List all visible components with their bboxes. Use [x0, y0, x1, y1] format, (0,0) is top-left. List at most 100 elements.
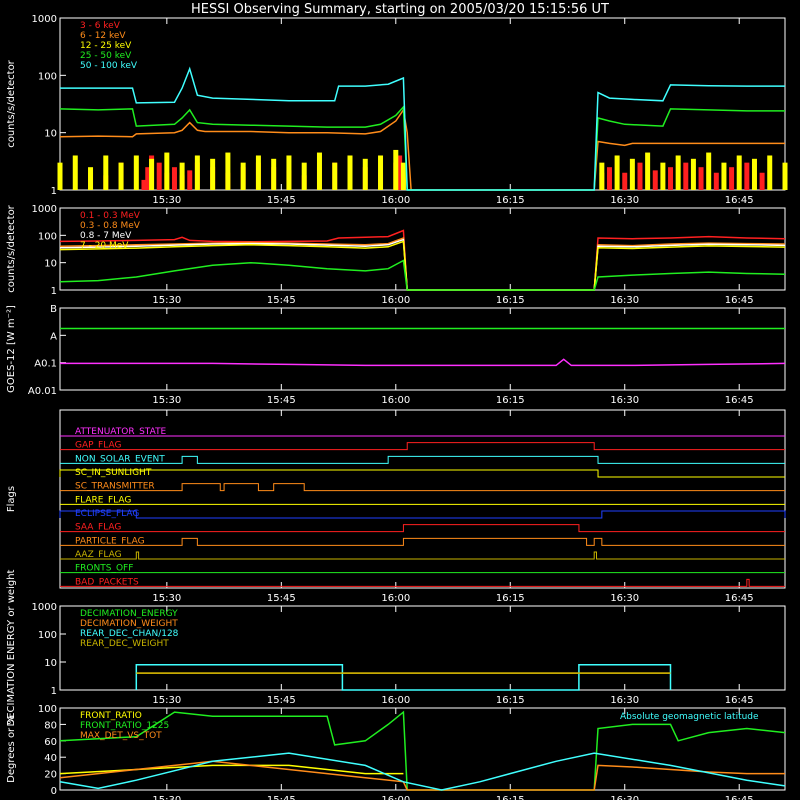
x-tick-label: 15:30: [152, 195, 181, 206]
x-tick-label: 15:45: [267, 695, 296, 706]
x-tick-label: 16:00: [381, 195, 410, 206]
x-tick-label: 16:00: [381, 395, 410, 406]
x-tick-label: 16:15: [496, 795, 525, 800]
series-line: [60, 66, 785, 191]
x-tick-label: 16:15: [496, 295, 525, 306]
x-tick-label: 16:45: [725, 593, 754, 604]
flag-label: SAA_FLAG: [75, 523, 121, 533]
x-tick-label: 15:30: [152, 295, 181, 306]
flag-line: [60, 442, 785, 451]
legend-entry: 0.3 - 0.8 MeV: [80, 221, 141, 231]
x-tick-label: 16:00: [381, 695, 410, 706]
legend-entry: FRONT_RATIO_1225: [80, 721, 169, 731]
y-tick-label: 60: [44, 737, 57, 748]
y-tick-label: 10: [44, 129, 57, 140]
flag-label: FRONTS_OFF: [75, 564, 133, 574]
x-tick-label: 15:30: [152, 593, 181, 604]
panel-p3: 15:30 15:45 16:00 16:15 16:30 16:45 A0.01 A0.1 A…: [6, 304, 786, 406]
x-tick-label: 16:00: [381, 593, 410, 604]
flag-label: AAZ_FLAG: [75, 550, 122, 560]
x-tick-label: 15:45: [267, 795, 296, 800]
legend-entry: 7 - 20 MeV: [80, 241, 129, 251]
flag-line: [60, 578, 785, 587]
series-line: [59, 752, 786, 791]
y-tick-label: 100: [38, 231, 57, 242]
y-axis-label: DECIMATION ENERGY or weight: [6, 569, 17, 726]
x-tick-label: 16:45: [725, 795, 754, 800]
legend-entry: 3 - 6 keV: [80, 21, 121, 31]
legend-entry: MAX_DET_VS_TOT: [80, 731, 162, 741]
y-tick-label: 40: [44, 753, 57, 764]
flag-label: SC_IN_SUNLIGHT: [75, 468, 152, 478]
flag-label: SC_TRANSMITTER: [75, 482, 155, 492]
x-tick-label: 15:45: [267, 593, 296, 604]
x-tick-label: 15:30: [152, 395, 181, 406]
x-tick-label: 16:15: [496, 695, 525, 706]
flag-line: [60, 455, 785, 464]
panel-p2: 15:30 15:45 16:00 16:15 16:30 16:45 1 10 100 1000…: [6, 204, 786, 306]
x-tick-label: 16:00: [381, 295, 410, 306]
y-tick-label: 1: [51, 286, 57, 297]
y-tick-label: 0: [51, 786, 57, 797]
x-tick-label: 16:45: [725, 695, 754, 706]
series-line: [59, 236, 786, 291]
flag-line: [59, 510, 786, 519]
x-tick-label: 16:45: [725, 295, 754, 306]
y-axis-label: counts/s/detector: [6, 204, 17, 292]
y-axis-label: GOES-12 [W m⁻²]: [6, 305, 17, 393]
flag-label: ECLIPSE_FLAG: [75, 509, 139, 519]
legend-entry: 6 - 12 keV: [80, 31, 126, 41]
x-tick-label: 16:15: [496, 395, 525, 406]
legend-entry: REAR_DEC_CHAN/128: [80, 629, 179, 639]
panel-frame: [59, 307, 786, 391]
y-tick-label: A0.1: [34, 359, 57, 370]
panel-p6: 15:30 15:45 16:00 16:15 16:30 16:45 0 20 40 60 80 1…: [6, 704, 786, 800]
x-tick-label: 15:45: [267, 395, 296, 406]
flag-line: [60, 483, 785, 492]
y-tick-label: 100: [38, 704, 57, 715]
y-tick-label: 1: [51, 186, 57, 197]
x-tick-label: 15:30: [152, 695, 181, 706]
x-tick-label: 16:30: [610, 695, 639, 706]
flag-label: ATTENUATOR_STATE: [75, 427, 167, 437]
y-tick-label: 10: [44, 658, 57, 669]
y-axis-label: Degrees or %: [6, 715, 17, 783]
x-tick-label: 16:30: [610, 795, 639, 800]
flag-label: FLARE_FLAG: [75, 495, 131, 505]
series-line: [59, 238, 786, 291]
y-tick-label: 100: [38, 630, 57, 641]
series-line: [59, 760, 785, 791]
legend-entry: DECIMATION_ENERGY: [80, 609, 178, 619]
flag-line: [59, 469, 785, 478]
panel-frame: [59, 409, 786, 589]
x-tick-label: 16:30: [610, 195, 639, 206]
x-tick-label: 15:45: [267, 195, 296, 206]
x-tick-label: 15:45: [267, 295, 296, 306]
x-tick-label: 16:30: [610, 295, 639, 306]
y-tick-label: B: [50, 304, 57, 315]
legend-entry: 50 - 100 keV: [80, 61, 138, 71]
legend-entry: REAR_DEC_WEIGHT: [80, 639, 169, 649]
panel-p1: 15:30 15:45 16:00 16:15 16:30 16:45 1 10 100 1000…: [6, 14, 788, 206]
series-line: [135, 663, 672, 691]
flag-line: [60, 524, 785, 533]
legend-entry: 0.8 - 7 MeV: [80, 231, 132, 241]
series-line: [59, 107, 785, 191]
flag-line: [60, 537, 785, 546]
x-tick-label: 16:15: [496, 195, 525, 206]
flag-label: NON_SOLAR_EVENT: [75, 454, 165, 464]
panel-frame: [59, 207, 786, 291]
x-tick-label: 16:45: [725, 395, 754, 406]
y-axis-label: Flags: [6, 486, 17, 512]
series-line: [59, 105, 785, 191]
x-tick-label: 16:15: [496, 593, 525, 604]
legend-entry: DECIMATION_WEIGHT: [80, 619, 178, 629]
series-line: [59, 710, 786, 791]
legend-entry: 12 - 25 keV: [80, 41, 132, 51]
series-line: [60, 358, 786, 367]
x-tick-label: 15:30: [152, 795, 181, 800]
y-tick-label: 80: [44, 720, 57, 731]
y-tick-label: 20: [44, 770, 57, 781]
x-tick-label: 16:00: [381, 795, 410, 800]
